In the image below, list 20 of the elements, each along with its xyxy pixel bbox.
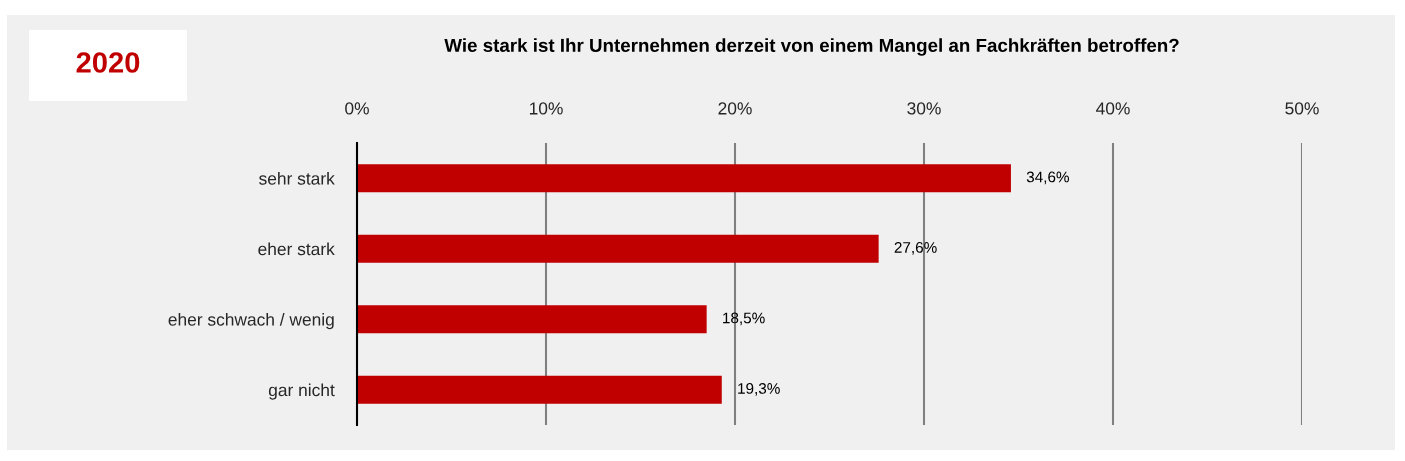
data-label: 19,3% (738, 383, 780, 396)
chart-title: Wie stark ist Ihr Unternehmen derzeit von einem Mangel an Fachkräften betroffen? (444, 38, 1179, 56)
y-tick-label: eher schwach / wenig (168, 312, 334, 330)
x-tick-label: 50% (1285, 102, 1319, 115)
data-label: 34,6% (1026, 171, 1069, 185)
x-tick-label: 30% (907, 102, 941, 115)
x-tick-label: 40% (1096, 102, 1130, 115)
bar (357, 305, 707, 334)
data-label: 18,5% (723, 312, 765, 326)
y-tick-label: sehr stark (259, 171, 335, 185)
data-label: 27,6% (894, 242, 937, 255)
text: 2020 (76, 52, 140, 73)
y-tick-label: eher stark (258, 242, 335, 256)
bar (357, 234, 879, 263)
bar (357, 375, 722, 404)
x-tick-label: 20% (718, 102, 752, 115)
y-tick-label: gar nicht (268, 383, 335, 400)
bar (357, 164, 1011, 193)
x-tick-label: 10% (529, 102, 563, 115)
x-tick-label: 0% (345, 102, 369, 115)
